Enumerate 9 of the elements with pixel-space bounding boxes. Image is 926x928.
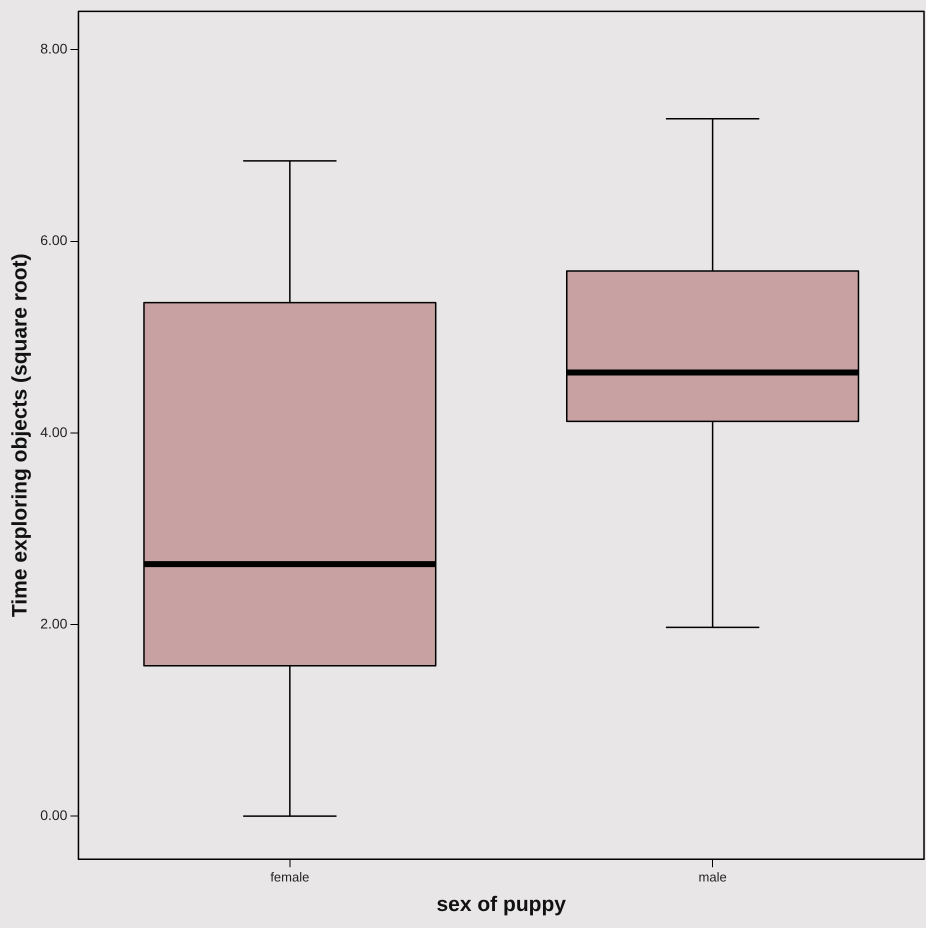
- y-tick-label: 2.00: [40, 615, 68, 632]
- y-tick-label: 8.00: [40, 40, 68, 57]
- y-tick-label: 6.00: [40, 232, 68, 248]
- y-tick-label: 4.00: [40, 424, 68, 440]
- x-tick-label: male: [698, 870, 727, 885]
- x-tick-label: female: [270, 870, 310, 885]
- x-axis-title: sex of puppy: [436, 893, 566, 916]
- y-axis-title: Time exploring objects (square root): [8, 253, 32, 618]
- y-tick-label: 0.00: [40, 806, 68, 823]
